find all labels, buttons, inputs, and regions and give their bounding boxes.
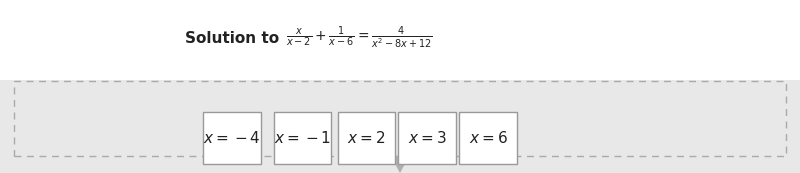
Polygon shape: [390, 156, 410, 173]
Text: $x = 3$: $x = 3$: [408, 130, 446, 146]
Bar: [0, 0, 800, 80]
Text: $x = 2$: $x = 2$: [347, 130, 386, 146]
Text: $x = -1$: $x = -1$: [274, 130, 331, 146]
Bar: [338, 112, 395, 164]
Text: $\frac{x}{x-2} + \frac{1}{x-6} = \frac{4}{x^2-8x+12}$: $\frac{x}{x-2} + \frac{1}{x-6} = \frac{4…: [286, 25, 433, 51]
Bar: [203, 112, 261, 164]
Bar: [459, 112, 517, 164]
Text: Solution to: Solution to: [185, 31, 284, 45]
Bar: [274, 112, 331, 164]
Bar: [0, 80, 800, 173]
Bar: [398, 112, 456, 164]
Text: $x = 6$: $x = 6$: [469, 130, 507, 146]
Text: $x = -4$: $x = -4$: [203, 130, 261, 146]
